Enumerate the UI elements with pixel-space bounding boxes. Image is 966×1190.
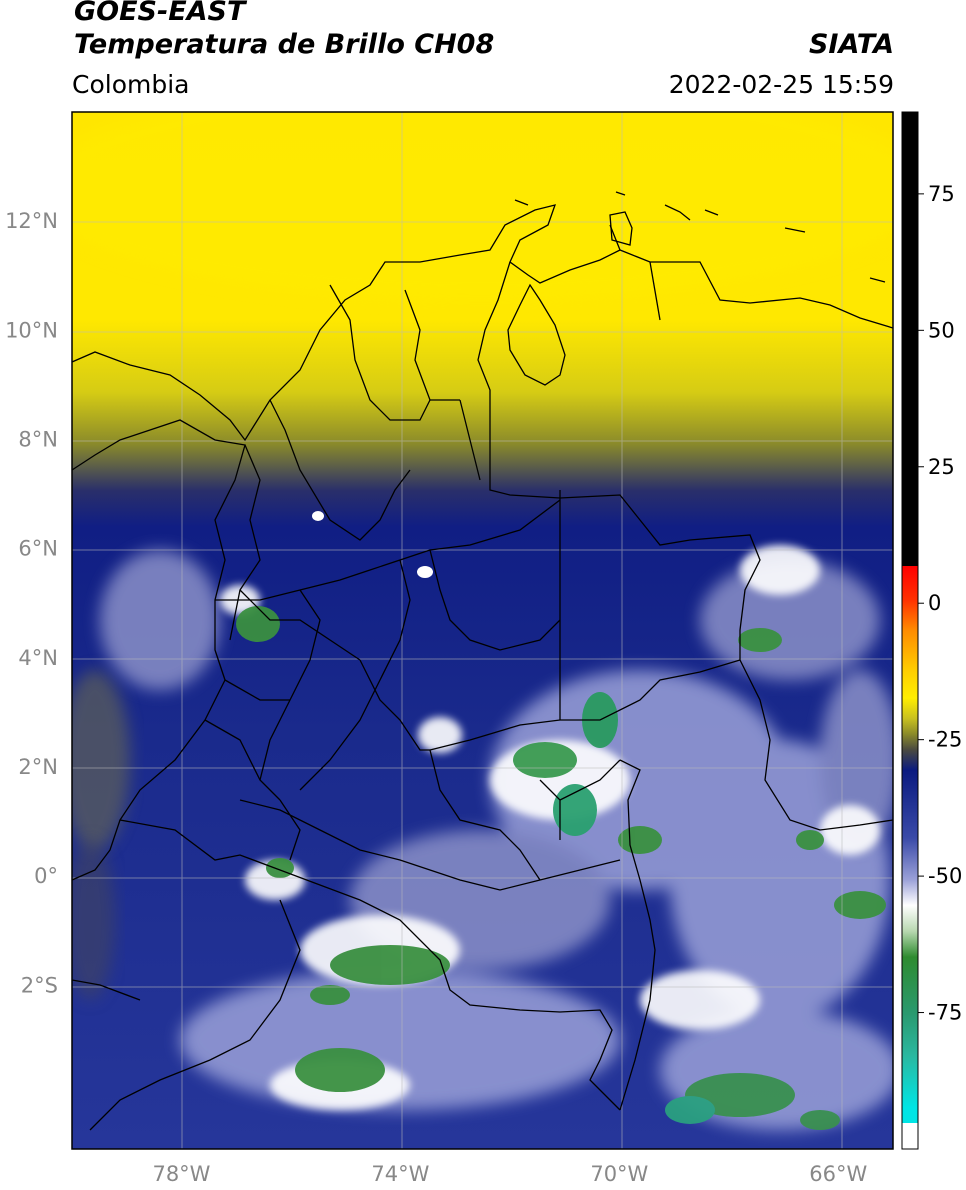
satellite-title: GOES-EAST: [74, 0, 246, 27]
latitude-label: 6°N: [18, 537, 58, 561]
region-label: Colombia: [72, 70, 190, 99]
colorbar: [901, 111, 919, 1150]
latitude-label: 8°N: [18, 427, 58, 451]
timestamp-label: 2022-02-25 15:59: [668, 70, 894, 99]
latitude-label: 2°N: [18, 755, 58, 779]
colorbar-tick-label: -75: [928, 1001, 962, 1025]
longitude-label: 74°W: [371, 1162, 429, 1186]
colorbar-tick-label: -25: [928, 728, 962, 752]
product-title: Temperatura de Brillo CH08: [74, 29, 495, 60]
colorbar-tick-label: 25: [928, 455, 955, 479]
colorbar-tick-label: 0: [928, 591, 941, 615]
colorbar-ticks: 75 50 25 0 -25 -50 -75: [918, 182, 962, 1025]
latitude-label: 0°: [34, 864, 58, 888]
organization-label: SIATA: [808, 29, 894, 60]
latitude-label: 10°N: [5, 318, 58, 342]
longitude-label: 78°W: [152, 1162, 210, 1186]
latitude-label: 12°N: [5, 209, 58, 233]
longitude-label: 70°W: [590, 1162, 648, 1186]
latitude-label: 2°S: [21, 973, 58, 997]
longitude-labels: 78°W 74°W 70°W 66°W: [152, 1162, 867, 1186]
colorbar-tick-label: 50: [928, 318, 955, 342]
colorbar-tick-label: 75: [928, 182, 955, 206]
latitude-label: 4°N: [18, 646, 58, 670]
borders-coastlines: [72, 191, 893, 1131]
latitude-labels: 12°N 10°N 8°N 6°N 4°N 2°N 0° 2°S: [5, 209, 58, 997]
longitude-label: 66°W: [809, 1162, 867, 1186]
colorbar-tick-label: -50: [928, 864, 962, 888]
satellite-imagery: [72, 112, 893, 1149]
map-frame: [71, 111, 894, 1150]
map-gridlines: [72, 112, 893, 1149]
